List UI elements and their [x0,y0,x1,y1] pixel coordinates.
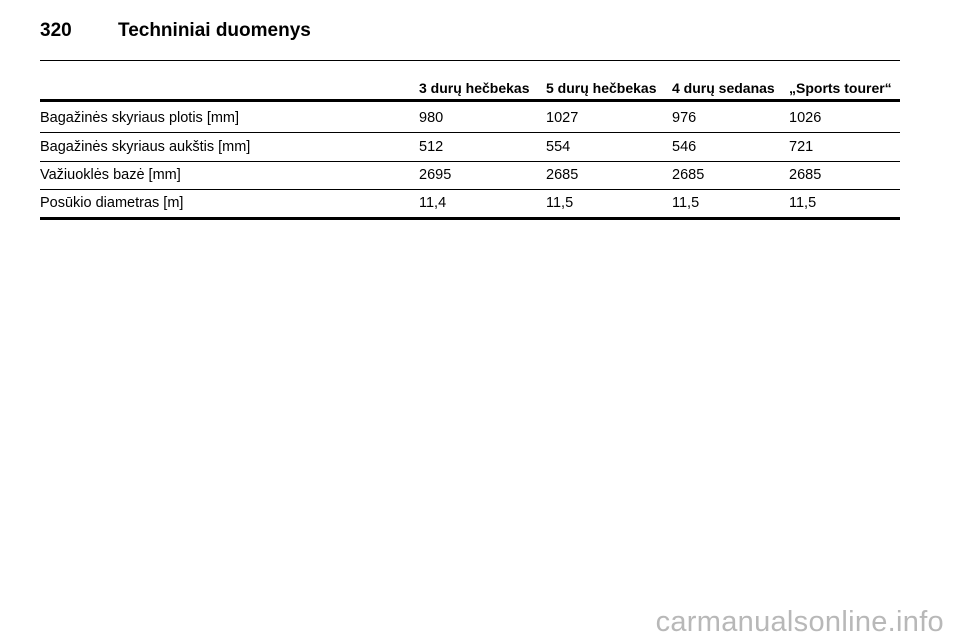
table-top-rule [40,99,900,102]
cell: 512 [419,139,444,155]
row-rule [40,161,900,162]
column-header: „Sports tourer“ [789,80,892,96]
page-number: 320 [40,20,72,41]
column-header: 4 durų sedanas [672,80,775,96]
cell: 2685 [546,167,579,183]
row-label: Bagažinės skyriaus aukštis [mm] [40,139,251,155]
cell: 546 [672,139,697,155]
cell: 11,5 [789,195,817,211]
cell: 976 [672,110,697,126]
row-label: Bagažinės skyriaus plotis [mm] [40,110,240,126]
cell: 2685 [789,167,822,183]
cell: 2685 [672,167,705,183]
row-label: Posūkio diametras [m] [40,195,184,211]
table-bottom-rule [40,217,900,220]
column-header: 3 durų hečbekas [419,80,530,96]
page-title: Techniniai duomenys [118,20,311,41]
cell: 1027 [546,110,579,126]
cell: 980 [419,110,444,126]
row-label: Važiuoklės bazė [mm] [40,167,181,183]
cell: 11,5 [672,195,700,211]
watermark: carmanualsonline.info [655,606,944,638]
header-rule [40,60,900,61]
cell: 11,4 [419,195,447,211]
cell: 721 [789,139,814,155]
cell: 1026 [789,110,822,126]
cell: 11,5 [546,195,574,211]
cell: 554 [546,139,571,155]
cell: 2695 [419,167,452,183]
column-header: 5 durų hečbekas [546,80,657,96]
row-rule [40,189,900,190]
row-rule [40,132,900,133]
